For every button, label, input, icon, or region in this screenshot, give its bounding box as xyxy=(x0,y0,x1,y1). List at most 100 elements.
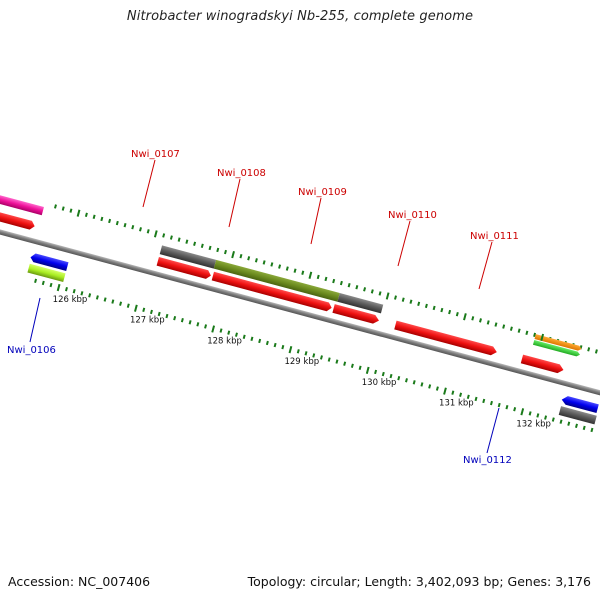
outer-tick-dot xyxy=(594,349,598,354)
outer-tick-dot xyxy=(169,235,173,240)
inner-tick-dot xyxy=(142,307,146,313)
outer-tick-dot xyxy=(285,266,289,271)
outer-tick-dot xyxy=(587,347,591,352)
inner-tick-dot xyxy=(173,315,177,321)
gene-nwi-0108-bar xyxy=(213,259,340,302)
inner-tick-dot xyxy=(482,398,486,404)
outer-tick-dot xyxy=(370,289,374,294)
tick-mark-inner xyxy=(288,346,293,354)
inner-tick-dot xyxy=(258,338,262,344)
outer-tick-dot xyxy=(254,258,258,263)
gene-label-nwi-0107: Nwi_0107 xyxy=(131,149,180,160)
inner-tick-dot xyxy=(88,293,92,298)
outer-tick-dot xyxy=(54,204,57,209)
gene-nwi-0109-bar xyxy=(337,293,384,314)
tick-mark-inner xyxy=(443,387,447,395)
feature-nwi-0111-orange xyxy=(534,334,582,351)
outer-tick-dot xyxy=(455,311,459,317)
inner-tick-dot xyxy=(188,320,192,325)
gene-nwi-0107-bar xyxy=(159,245,217,269)
inner-tick-dot xyxy=(250,336,254,342)
outer-tick-dot xyxy=(502,324,506,329)
tick-mark-inner xyxy=(211,325,216,333)
inner-tick-dot xyxy=(513,407,517,412)
gene-labels: Nwi_0107 Nwi_0108 Nwi_0109 Nwi_0110 Nwi_… xyxy=(7,149,519,466)
inner-tick-dot xyxy=(536,413,540,418)
inner-tick-dot xyxy=(119,301,123,306)
inner-tick-dot xyxy=(281,344,285,350)
inner-tick-dot xyxy=(374,369,378,375)
inner-tick-dot xyxy=(489,400,493,406)
inner-tick-dot xyxy=(459,392,463,397)
accession-text: Accession: NC_007406 xyxy=(8,574,151,589)
leader-nwi-0110 xyxy=(397,220,411,267)
leader-nwi-0106 xyxy=(29,297,41,343)
partial-forward-feature xyxy=(0,194,44,216)
inner-tick-dot xyxy=(196,322,200,327)
inner-tick-dot xyxy=(505,404,509,410)
outer-tick-dot xyxy=(247,256,251,261)
outer-tick-dot xyxy=(262,260,266,265)
outer-tick-dot xyxy=(486,320,490,325)
inner-tick-dot xyxy=(312,353,316,358)
outer-tick-dot xyxy=(316,274,320,280)
inner-tick-dot xyxy=(474,396,478,402)
outer-tick-dot xyxy=(123,222,127,228)
scale-label: 126 kbp xyxy=(53,295,88,305)
outer-tick-dot xyxy=(324,276,328,282)
inner-tick-dot xyxy=(265,340,269,346)
outer-tick-dot xyxy=(378,291,382,296)
inner-tick-dot xyxy=(296,349,300,354)
inner-tick-dot xyxy=(157,311,161,317)
gene-label-nwi-0109: Nwi_0109 xyxy=(298,187,347,198)
inner-tick-dot xyxy=(350,363,354,368)
outer-tick-dot xyxy=(200,243,204,249)
inner-tick-dot xyxy=(41,280,45,286)
outer-tick-dot xyxy=(162,233,166,238)
outer-tick-dot xyxy=(363,287,367,292)
inner-tick-dot xyxy=(428,384,432,389)
inner-tick-dot xyxy=(219,328,223,333)
gene-label-nwi-0112: Nwi_0112 xyxy=(463,455,512,466)
cds-nwi-0108-arrow xyxy=(211,271,332,312)
outer-tick-dot xyxy=(517,328,521,333)
outer-tick-dot xyxy=(432,305,436,311)
outer-tick-dot xyxy=(424,303,428,309)
outer-tick-dot xyxy=(69,208,73,213)
tick-mark-outer xyxy=(231,250,235,259)
scale-ticks: 126 kbp 127 kbp 128 kbp 129 kbp 130 kbp xyxy=(53,209,551,429)
outer-tick-dot xyxy=(185,239,189,244)
outer-tick-dot xyxy=(394,295,397,300)
scale-label: 130 kbp xyxy=(362,378,397,388)
leader-nwi-0111 xyxy=(478,241,493,290)
outer-tick-dot xyxy=(139,227,142,232)
outer-tick-dot xyxy=(417,301,421,307)
inner-tick-dot xyxy=(451,390,455,395)
cds-nwi-0110-arrow xyxy=(394,320,497,356)
tick-mark-inner xyxy=(134,304,138,312)
inner-tick-dot xyxy=(381,371,385,377)
outer-tick-dot xyxy=(509,326,513,331)
tick-mark-inner xyxy=(520,408,525,416)
inner-tick-dot xyxy=(590,427,594,433)
leader-nwi-0112 xyxy=(486,407,500,454)
outer-tick-dot xyxy=(355,285,359,290)
leader-nwi-0107 xyxy=(142,159,156,208)
outer-tick-dot xyxy=(84,212,88,217)
inner-tick-dot xyxy=(319,355,323,360)
outer-tick-dot xyxy=(239,253,243,259)
outer-tick-dot xyxy=(177,237,181,242)
inner-tick-dot xyxy=(420,382,424,387)
scale-label: 129 kbp xyxy=(284,357,319,367)
partial-cds-arrow xyxy=(0,210,35,230)
leader-nwi-0108 xyxy=(228,178,241,228)
inner-tick-dot xyxy=(72,289,76,294)
gene-label-nwi-0108: Nwi_0108 xyxy=(217,168,266,179)
gene-nwi-0106-bar xyxy=(27,263,66,283)
outer-tick-dot xyxy=(479,318,482,323)
inner-tick-dot xyxy=(497,402,501,408)
genome-backbone xyxy=(0,224,600,406)
inner-tick-dot xyxy=(397,375,401,381)
inner-tick-dot xyxy=(165,313,169,319)
